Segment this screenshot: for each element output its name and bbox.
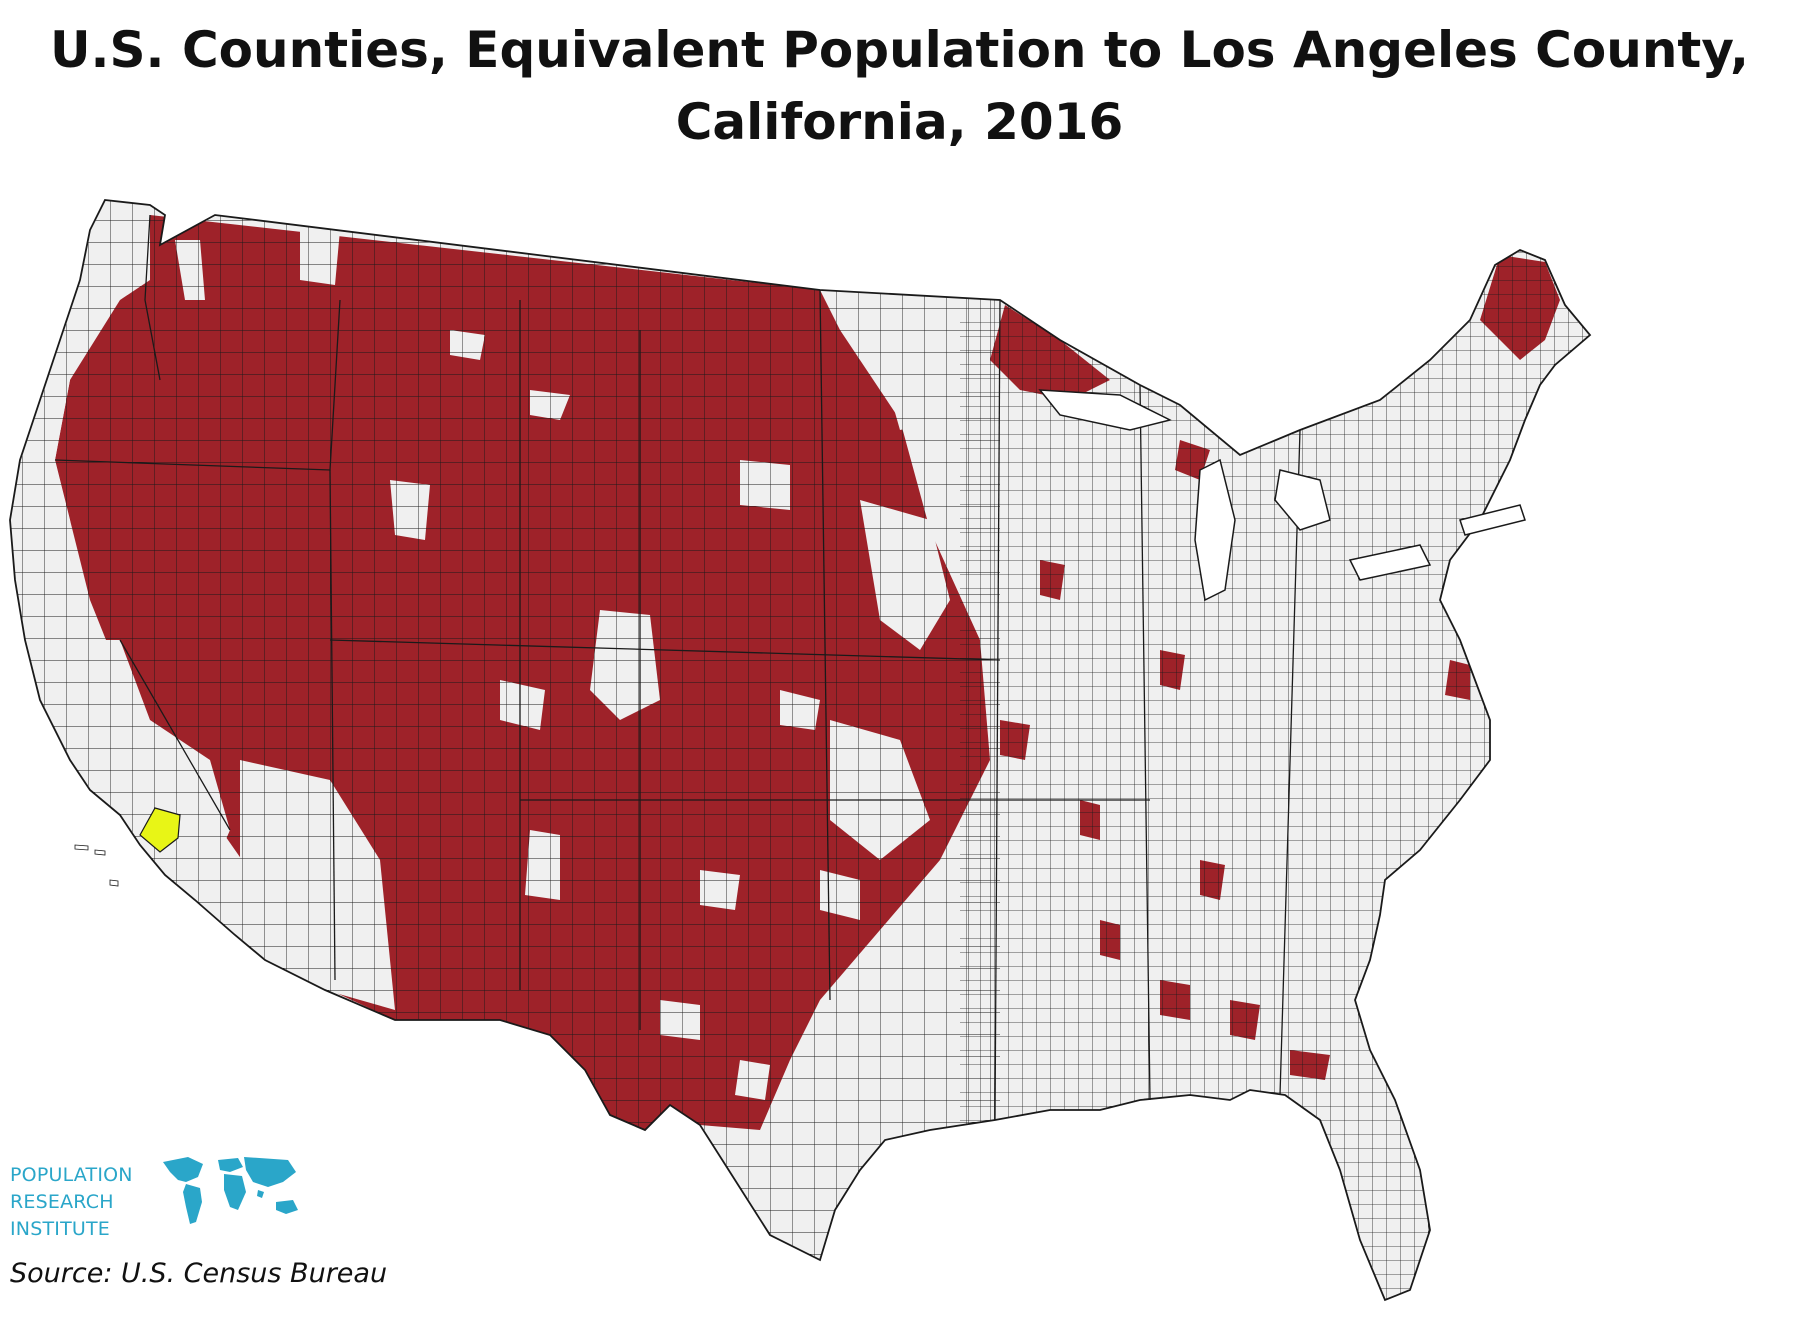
great-lakes (1038, 389, 1526, 602)
los-angeles-county (139, 807, 181, 853)
source-caption: Source: U.S. Census Bureau (10, 1258, 388, 1289)
logo-text: POPULATION RESEARCH INSTITUTE (10, 1162, 133, 1243)
channel-islands (74, 844, 119, 887)
map-title: U.S. Counties, Equivalent Population to … (0, 14, 1799, 158)
map-title-line-1: U.S. Counties, Equivalent Population to … (49, 21, 1750, 79)
logo-text-line-1: POPULATION (10, 1164, 133, 1186)
logo-text-line-3: INSTITUTE (10, 1218, 111, 1240)
map-title-line-2: California, 2016 (675, 93, 1124, 151)
logo-text-line-2: RESEARCH (10, 1191, 114, 1213)
population-research-institute-logo: POPULATION RESEARCH INSTITUTE (10, 1152, 310, 1262)
state-borders (54, 214, 1301, 1121)
world-map-icon (163, 1157, 298, 1224)
